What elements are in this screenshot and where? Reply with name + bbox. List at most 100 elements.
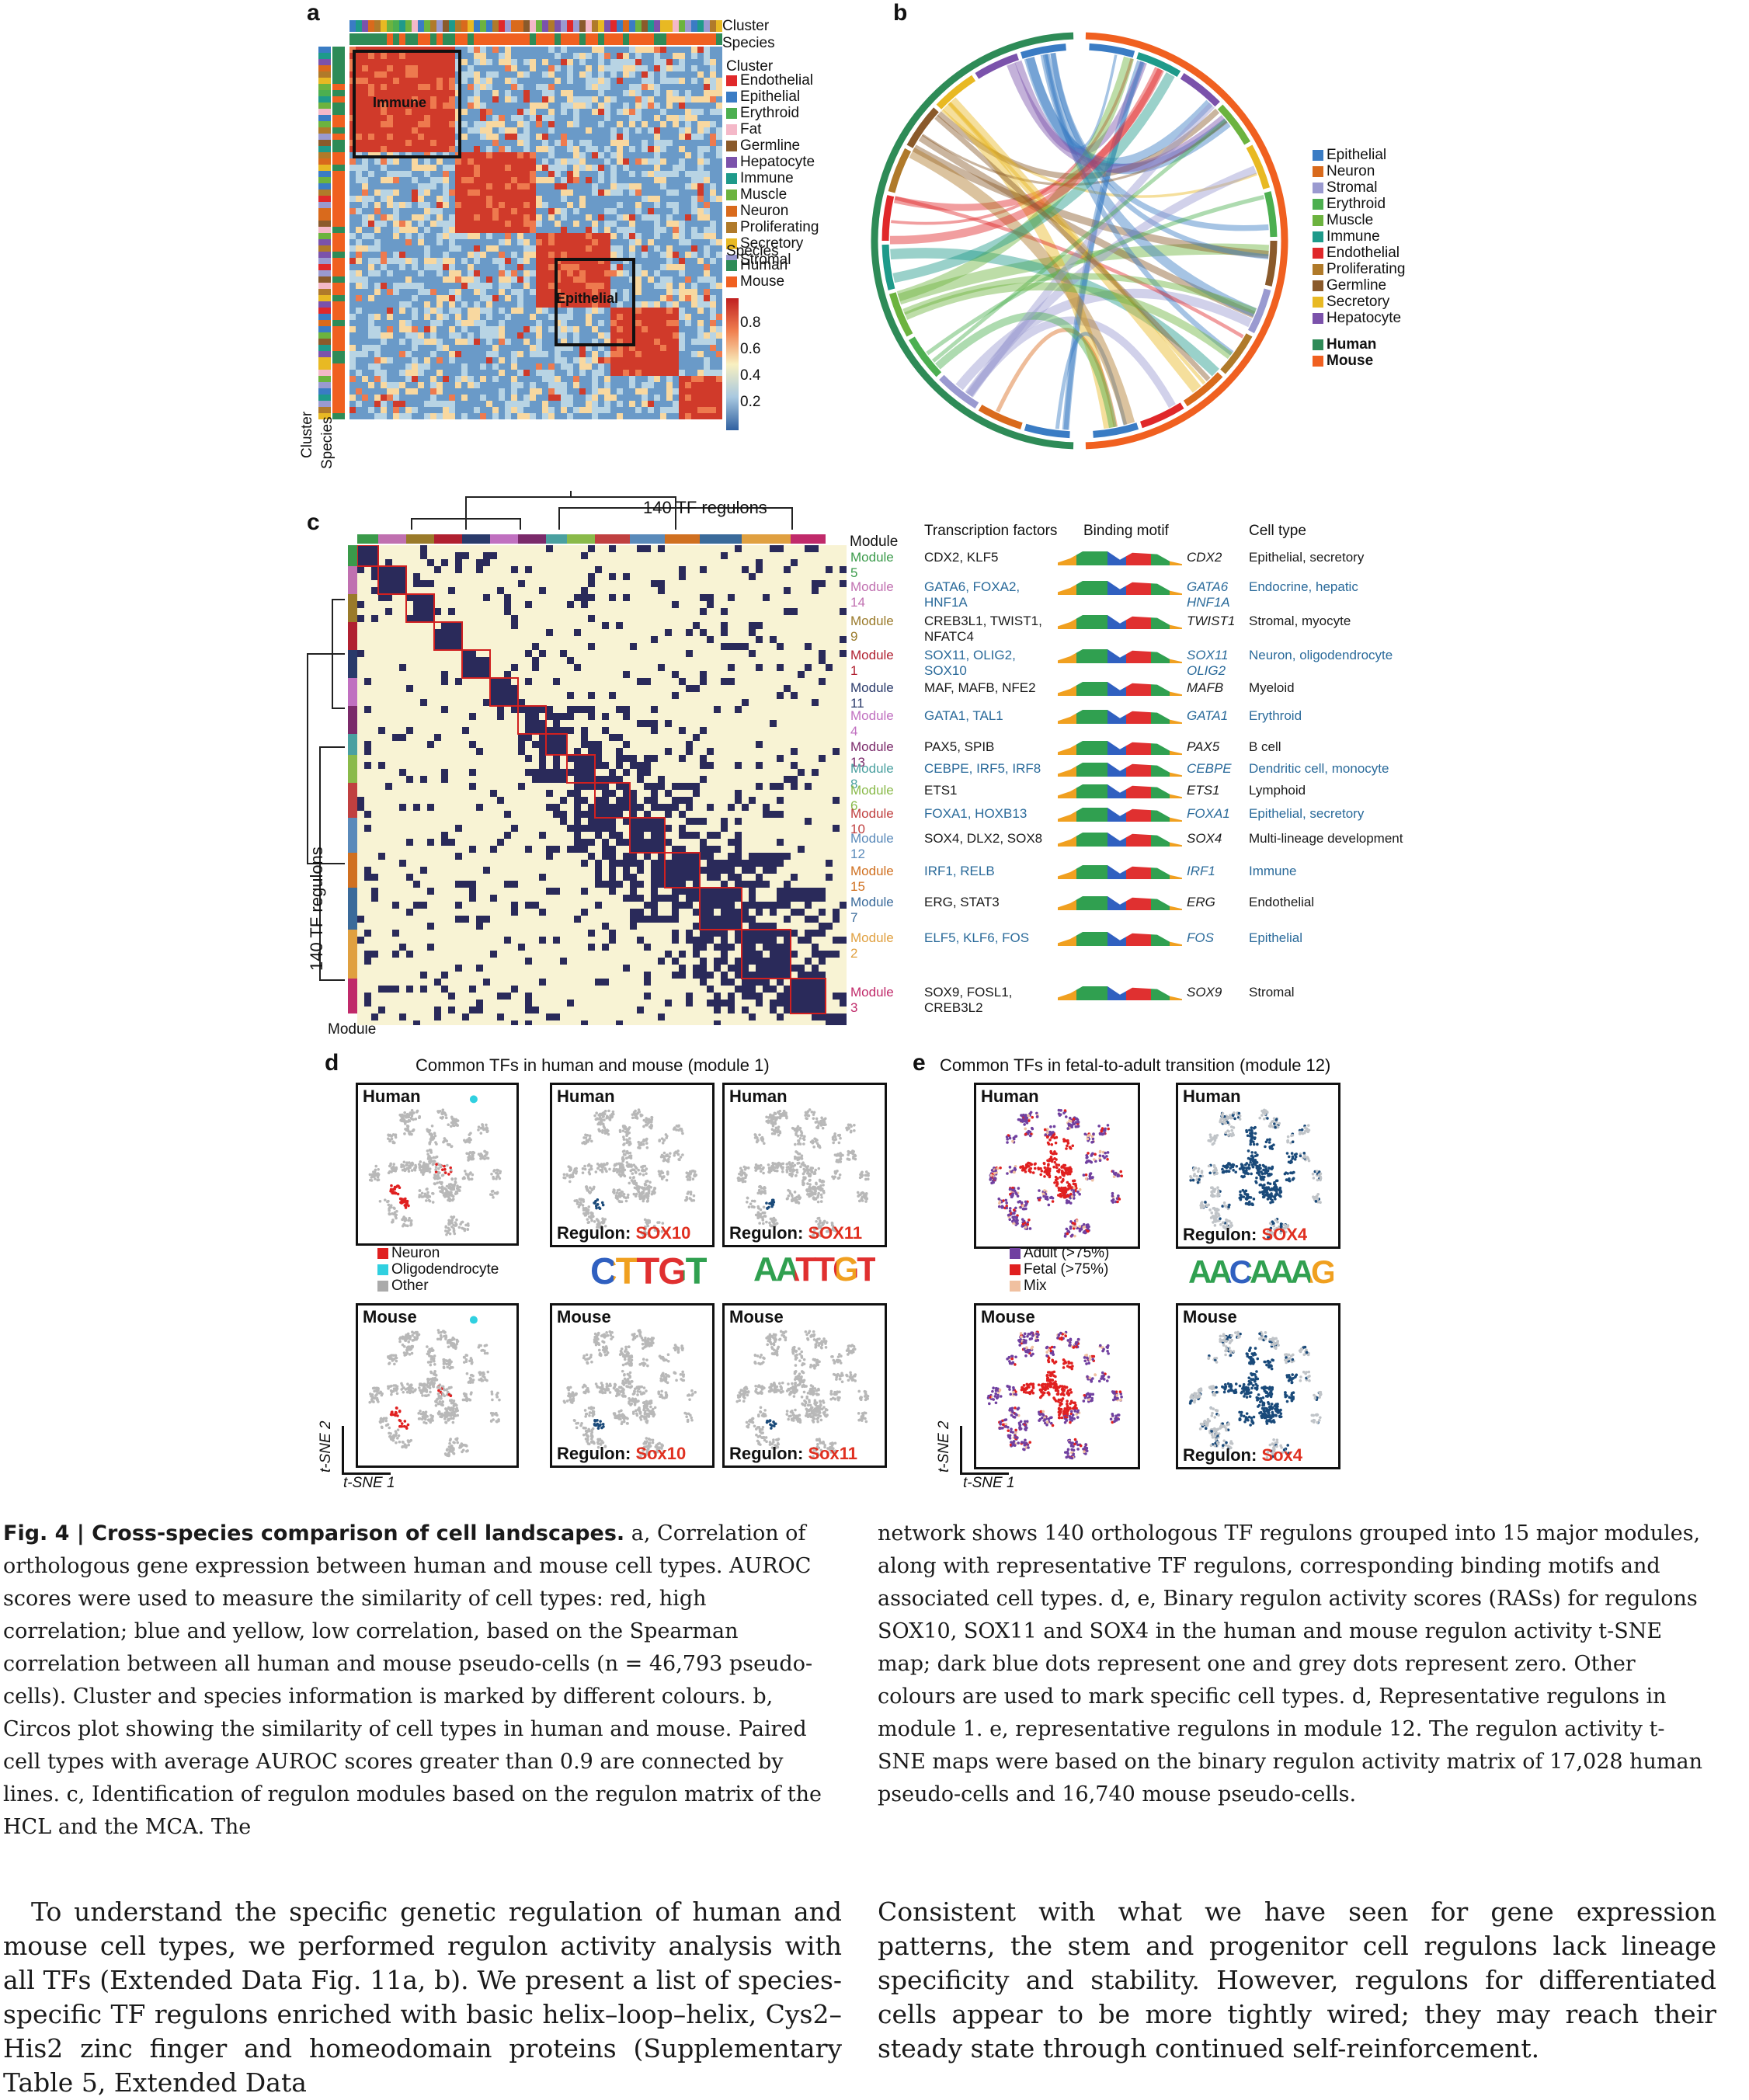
- heat-cell: [511, 295, 517, 301]
- heat-cell: [623, 573, 630, 580]
- heat-cell: [374, 388, 381, 395]
- heat-cell: [399, 664, 406, 671]
- heat-cell: [468, 413, 474, 419]
- species-annot: [332, 370, 345, 376]
- heat-cell: [399, 239, 405, 245]
- heat-cell: [586, 395, 592, 401]
- heat-cell: [499, 121, 505, 127]
- heat-cell: [629, 245, 635, 252]
- cluster-annot: [443, 20, 449, 32]
- heat-cell: [480, 308, 486, 314]
- heat-cell: [499, 407, 505, 413]
- heat-cell: [461, 109, 468, 115]
- heat-cell: [588, 545, 595, 552]
- heat-cell: [349, 276, 356, 283]
- heat-cell: [704, 90, 710, 96]
- heat-cell: [542, 96, 548, 103]
- heat-cell: [468, 289, 474, 295]
- heat-cell: [567, 239, 573, 245]
- heat-cell: [679, 84, 685, 90]
- heat-cell: [707, 762, 714, 769]
- heat-cell: [548, 189, 555, 196]
- heat-cell: [716, 258, 722, 264]
- heat-cell: [691, 289, 697, 295]
- heat-cell: [349, 183, 356, 189]
- heat-cell: [555, 214, 561, 221]
- heat-cell: [455, 276, 461, 283]
- heat-cell: [791, 895, 798, 902]
- heat-cell: [461, 165, 468, 171]
- heat-cell: [685, 90, 691, 96]
- heat-cell: [418, 239, 424, 245]
- heat-cell: [542, 413, 548, 419]
- heat-cell: [598, 115, 604, 121]
- heat-cell: [598, 413, 604, 419]
- heat-cell: [412, 339, 418, 345]
- heat-cell: [530, 208, 536, 214]
- heat-cell: [387, 345, 393, 351]
- heat-cell: [610, 177, 617, 183]
- heat-cell: [434, 566, 441, 573]
- heat-cell: [523, 289, 530, 295]
- heat-cell: [505, 326, 511, 332]
- cluster-annot: [318, 339, 331, 345]
- heat-cell: [604, 208, 610, 214]
- heat-cell: [691, 395, 697, 401]
- heat-cell: [511, 71, 517, 78]
- heat-cell: [393, 407, 399, 413]
- heat-cell: [567, 755, 574, 762]
- heat-cell: [449, 183, 455, 189]
- heat-cell: [517, 270, 523, 276]
- heat-cell: [387, 339, 393, 345]
- heat-cell: [574, 594, 581, 601]
- heat-cell: [518, 748, 525, 755]
- heat-cell: [574, 664, 581, 671]
- heat-cell: [586, 233, 592, 239]
- heat-cell: [700, 888, 707, 895]
- heat-cell: [474, 345, 480, 351]
- heat-cell: [716, 407, 722, 413]
- heat-cell: [406, 727, 413, 734]
- heat-cell: [548, 121, 555, 127]
- heat-cell: [530, 171, 536, 177]
- heat-cell: [679, 59, 685, 65]
- heat-cell: [691, 276, 697, 283]
- heat-cell: [592, 134, 598, 140]
- heat-cell: [413, 601, 420, 608]
- heat-cell: [805, 664, 812, 671]
- heat-cell: [679, 314, 685, 320]
- heat-cell: [679, 140, 685, 146]
- heat-cell: [474, 78, 480, 84]
- heat-cell: [536, 382, 542, 388]
- heat-cell: [486, 245, 492, 252]
- heat-cell: [413, 608, 420, 615]
- heat-cell: [658, 832, 665, 839]
- heat-cell: [536, 332, 542, 339]
- heat-cell: [405, 227, 412, 233]
- heat-cell: [412, 276, 418, 283]
- heat-cell: [539, 874, 546, 881]
- heat-cell: [716, 78, 722, 84]
- heat-cell: [536, 71, 542, 78]
- heat-cell: [784, 776, 791, 783]
- legend-swatch: [1313, 356, 1323, 367]
- heat-cell: [523, 47, 530, 53]
- heat-cell: [499, 208, 505, 214]
- heat-cell: [536, 326, 542, 332]
- heat-cell: [530, 71, 536, 78]
- heat-cell: [530, 407, 536, 413]
- heat-cell: [592, 78, 598, 84]
- heat-cell: [673, 84, 679, 90]
- heat-cell: [777, 888, 784, 895]
- heat-cell: [418, 165, 424, 171]
- heat-cell: [697, 357, 704, 363]
- heat-cell: [629, 407, 635, 413]
- legend-label: Erythroid: [1327, 196, 1386, 212]
- heat-cell: [700, 839, 707, 846]
- heat-cell: [368, 276, 374, 283]
- heat-cell: [523, 227, 530, 233]
- heat-cell: [666, 258, 673, 264]
- heat-cell: [673, 233, 679, 239]
- heat-cell: [735, 818, 742, 825]
- heat-cell: [673, 264, 679, 270]
